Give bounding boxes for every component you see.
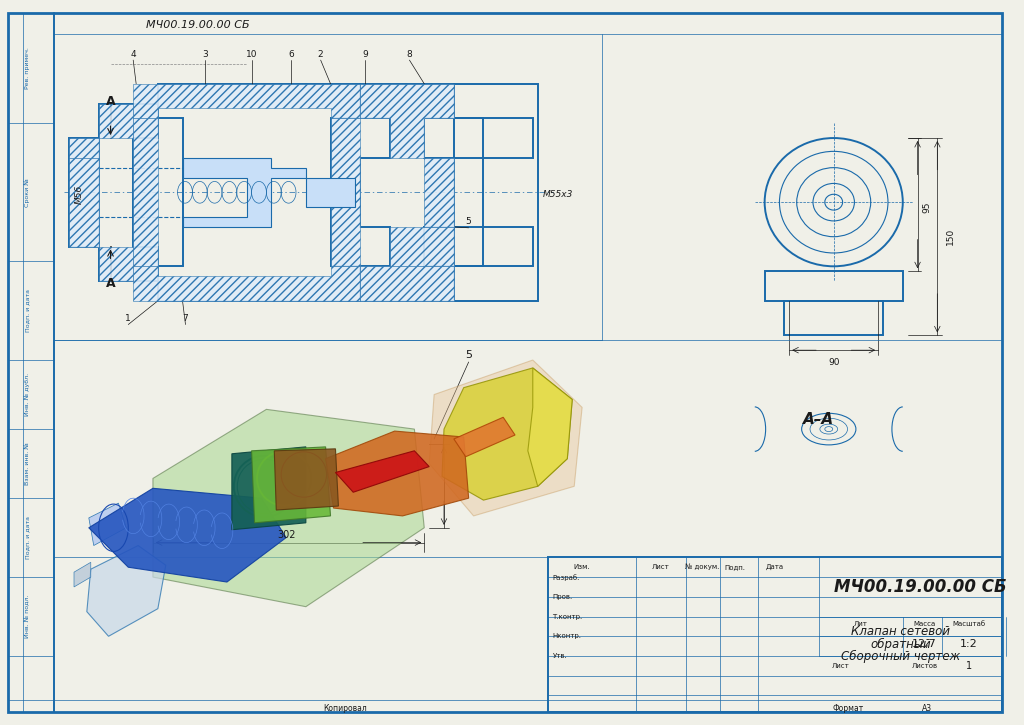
Text: Т.контр.: Т.контр. (553, 613, 583, 620)
Text: Инв. № дубл.: Инв. № дубл. (25, 373, 31, 416)
Polygon shape (231, 447, 306, 530)
Text: Инв. № подл.: Инв. № подл. (25, 594, 31, 638)
Polygon shape (454, 418, 515, 457)
Text: Лист: Лист (652, 564, 670, 571)
Text: Рев. примеч.: Рев. примеч. (26, 47, 30, 89)
Text: 3: 3 (203, 50, 208, 59)
Text: Масштаб: Масштаб (952, 621, 985, 627)
Text: 2: 2 (317, 50, 324, 59)
Polygon shape (331, 118, 360, 266)
Polygon shape (306, 178, 355, 207)
Polygon shape (252, 447, 331, 523)
Polygon shape (98, 104, 133, 138)
Text: МЧ00.19.00.00 СБ: МЧ00.19.00.00 СБ (145, 20, 249, 30)
Polygon shape (360, 266, 454, 301)
Text: Подп.: Подп. (725, 564, 745, 571)
Polygon shape (442, 368, 572, 500)
Polygon shape (98, 247, 133, 281)
Polygon shape (133, 84, 360, 118)
Polygon shape (89, 503, 126, 545)
Polygon shape (69, 158, 98, 247)
Text: 10: 10 (246, 50, 257, 59)
Text: Подп. и дата: Подп. и дата (26, 289, 30, 332)
Text: 8: 8 (407, 50, 413, 59)
Bar (548, 558, 1002, 712)
Text: № докум.: № докум. (685, 564, 720, 571)
Text: обратный: обратный (870, 638, 931, 651)
Text: Клапан сетевой: Клапан сетевой (851, 625, 950, 638)
Text: Формат: Формат (833, 704, 864, 713)
Text: Изм.: Изм. (573, 564, 591, 571)
Polygon shape (360, 84, 454, 158)
Text: Лист: Лист (831, 663, 850, 669)
Text: Разраб.: Разраб. (553, 573, 580, 581)
Text: Лит: Лит (853, 621, 867, 627)
Text: 5: 5 (465, 350, 472, 360)
Text: МЧ00.19.00.00 СБ: МЧ00.19.00.00 СБ (835, 578, 1007, 596)
Polygon shape (390, 227, 454, 266)
Text: Нконтр.: Нконтр. (553, 634, 582, 639)
Polygon shape (153, 410, 424, 607)
Text: Взам. инв. №: Взам. инв. № (26, 442, 30, 485)
Text: 12,7: 12,7 (912, 639, 937, 649)
Polygon shape (74, 563, 91, 587)
Polygon shape (429, 360, 582, 516)
Polygon shape (133, 118, 158, 266)
Text: Подп. и дата: Подп. и дата (26, 516, 30, 559)
Text: 5: 5 (466, 218, 471, 226)
Text: Пров.: Пров. (553, 594, 572, 600)
Text: А3: А3 (923, 704, 933, 713)
Polygon shape (133, 266, 360, 301)
Text: 6: 6 (288, 50, 294, 59)
Text: Утв.: Утв. (553, 653, 567, 659)
Text: М56: М56 (75, 185, 83, 204)
Polygon shape (69, 138, 98, 158)
Text: Листов: Листов (911, 663, 938, 669)
Text: Дата: Дата (766, 564, 783, 571)
Text: 95: 95 (922, 202, 931, 213)
Polygon shape (182, 158, 306, 227)
Text: 9: 9 (362, 50, 368, 59)
Text: А: А (105, 276, 116, 289)
Text: Масса: Масса (913, 621, 936, 627)
Text: 4: 4 (130, 50, 136, 59)
Polygon shape (274, 449, 338, 510)
Text: 302: 302 (276, 530, 295, 539)
Text: Сборочный чертеж: Сборочный чертеж (841, 650, 961, 663)
Text: 7: 7 (182, 314, 188, 323)
Text: 1: 1 (125, 314, 131, 323)
Text: А–А: А–А (804, 412, 835, 427)
Text: 1:2: 1:2 (961, 639, 978, 649)
Text: Сроки №: Сроки № (25, 178, 31, 207)
Polygon shape (87, 545, 166, 637)
Text: М55х3: М55х3 (543, 190, 572, 199)
Text: 90: 90 (828, 358, 840, 368)
Text: Копировал: Копировал (324, 704, 368, 713)
Text: А: А (105, 95, 116, 108)
Polygon shape (336, 451, 429, 492)
Polygon shape (326, 431, 469, 516)
Text: 150: 150 (945, 228, 954, 245)
Polygon shape (527, 368, 572, 486)
Polygon shape (89, 489, 286, 582)
Polygon shape (424, 158, 454, 227)
Text: 1: 1 (966, 661, 972, 671)
